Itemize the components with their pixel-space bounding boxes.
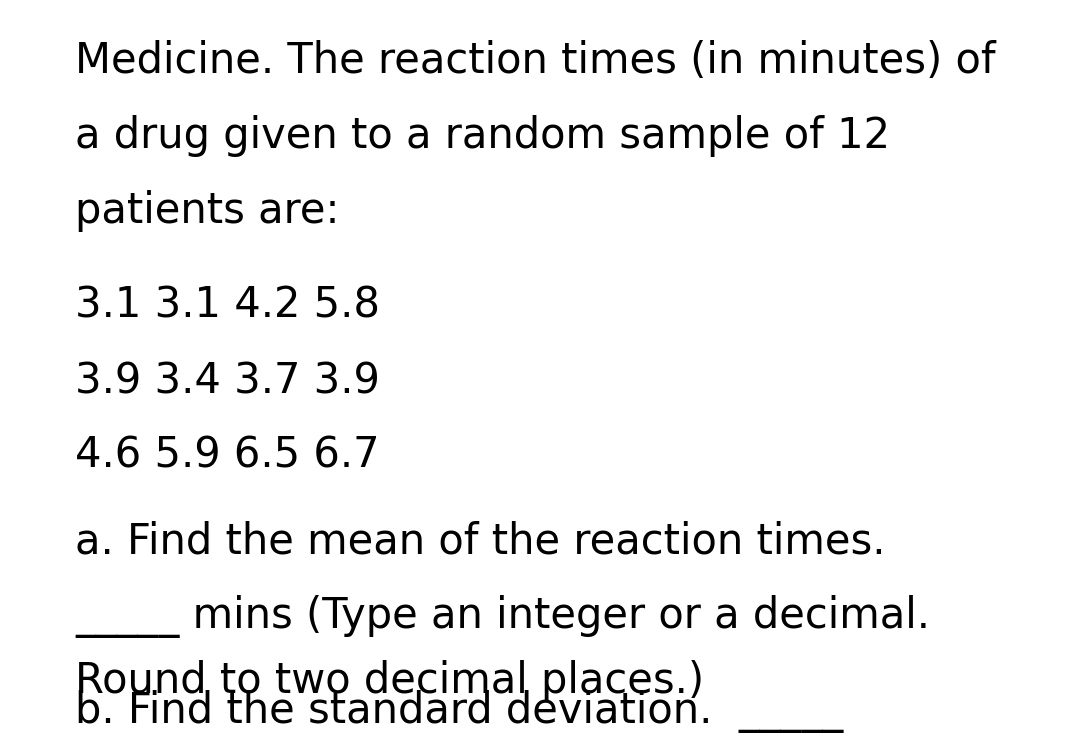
Text: patients are:: patients are: xyxy=(75,190,339,232)
Text: b. Find the standard deviation.  _____: b. Find the standard deviation. _____ xyxy=(75,690,843,733)
Text: Round to two decimal places.): Round to two decimal places.) xyxy=(75,660,704,702)
Text: Medicine. The reaction times (in minutes) of: Medicine. The reaction times (in minutes… xyxy=(75,40,996,82)
Text: a drug given to a random sample of 12: a drug given to a random sample of 12 xyxy=(75,115,890,157)
Text: 3.9 3.4 3.7 3.9: 3.9 3.4 3.7 3.9 xyxy=(75,360,380,402)
Text: a. Find the mean of the reaction times.: a. Find the mean of the reaction times. xyxy=(75,520,886,562)
Text: _____ mins (Type an integer or a decimal.: _____ mins (Type an integer or a decimal… xyxy=(75,595,930,638)
Text: 3.1 3.1 4.2 5.8: 3.1 3.1 4.2 5.8 xyxy=(75,285,380,327)
Text: 4.6 5.9 6.5 6.7: 4.6 5.9 6.5 6.7 xyxy=(75,435,379,477)
